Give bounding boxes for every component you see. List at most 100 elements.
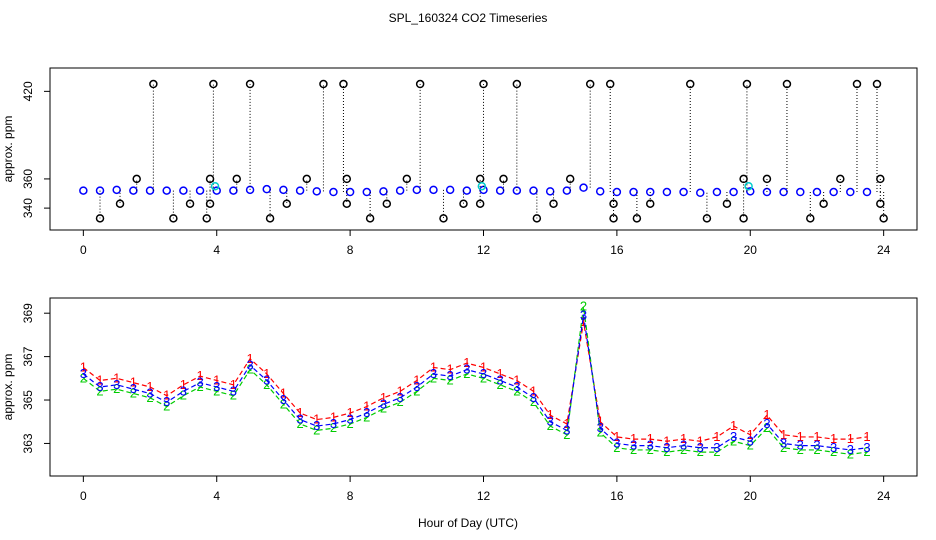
y-axis-label: approx. ppm (1, 116, 15, 183)
point-marker: 3 (447, 368, 454, 383)
point-marker: 3 (597, 420, 604, 435)
point-marker: 3 (680, 438, 687, 453)
point-marker: 3 (130, 381, 137, 396)
point (876, 174, 885, 184)
point (439, 214, 448, 223)
point-marker: 2 (397, 394, 404, 409)
point-marker: 2 (363, 409, 370, 424)
point-marker: 3 (146, 386, 153, 401)
series-line (82, 306, 868, 455)
point (862, 187, 872, 197)
series-line (82, 315, 868, 451)
point (185, 199, 195, 208)
point (579, 183, 588, 192)
point-marker: 2 (463, 366, 470, 381)
point-marker: 3 (830, 440, 837, 455)
point (477, 181, 487, 191)
point-marker: 1 (447, 362, 454, 377)
point-marker: 1 (180, 377, 187, 392)
point-marker: 3 (663, 440, 670, 455)
point (195, 186, 205, 195)
point-marker: 2 (863, 444, 870, 459)
point-marker: 1 (413, 372, 420, 387)
point-marker: 3 (847, 442, 854, 457)
x-tick-label: 20 (744, 243, 758, 257)
point (365, 214, 375, 223)
x-tick-label: 24 (877, 489, 891, 503)
point-marker: 2 (346, 416, 353, 431)
point-marker: 3 (530, 390, 537, 405)
point-marker: 3 (180, 383, 187, 398)
point-marker: 3 (497, 372, 504, 387)
point-marker: 3 (480, 366, 487, 381)
point-marker: 2 (296, 416, 303, 431)
point (512, 79, 522, 89)
x-tick-label: 16 (610, 243, 624, 257)
point-marker: 2 (497, 377, 504, 392)
point-marker: 2 (780, 440, 787, 455)
point-marker: 1 (563, 416, 570, 431)
point-marker: 3 (813, 438, 820, 453)
point-marker: 2 (246, 362, 253, 377)
point (169, 214, 178, 223)
point (549, 199, 558, 208)
point (696, 188, 705, 198)
chart-title: SPL_160324 CO2 Timeseries (389, 11, 548, 25)
point-marker: 3 (780, 435, 787, 450)
point-marker: 3 (313, 418, 320, 433)
point (876, 199, 885, 208)
point (329, 187, 338, 197)
point (149, 79, 158, 89)
point-marker: 1 (213, 372, 220, 387)
point-marker: 2 (330, 420, 337, 435)
point (662, 187, 672, 197)
point-marker: 1 (96, 372, 103, 387)
point (162, 186, 171, 195)
point (429, 185, 438, 195)
point-marker: 3 (397, 390, 404, 405)
point (585, 79, 595, 89)
point-marker: 3 (363, 405, 370, 420)
point-marker: 2 (96, 383, 103, 398)
x-tick-label: 16 (610, 489, 624, 503)
point-marker: 2 (130, 386, 137, 401)
point-marker: 2 (747, 438, 754, 453)
x-axis-label: Hour of Day (UTC) (418, 516, 518, 530)
point-marker: 1 (313, 412, 320, 427)
point-marker: 1 (196, 368, 203, 383)
point (632, 214, 642, 223)
point-marker: 3 (296, 412, 303, 427)
point-marker: 1 (480, 359, 487, 374)
point-marker: 2 (513, 383, 520, 398)
x-tick-label: 8 (347, 243, 354, 257)
point (132, 174, 141, 184)
x-tick-label: 12 (477, 489, 491, 503)
y-tick-label: 369 (21, 303, 35, 323)
point (232, 174, 241, 184)
point-marker: 3 (630, 438, 637, 453)
point (245, 79, 255, 89)
point (475, 199, 485, 208)
point-marker: 3 (513, 379, 520, 394)
point-marker: 2 (196, 379, 203, 394)
point-marker: 3 (580, 307, 587, 322)
point-marker: 1 (530, 383, 537, 398)
point-marker: 3 (96, 379, 103, 394)
point-marker: 2 (763, 420, 770, 435)
point (806, 214, 815, 223)
y-axis-label: approx. ppm (1, 354, 15, 421)
point-marker: 2 (563, 427, 570, 442)
point-marker: 2 (413, 383, 420, 398)
point (499, 174, 508, 184)
point-marker: 1 (797, 429, 804, 444)
point-marker: 2 (313, 422, 320, 437)
point-marker: 1 (163, 388, 170, 403)
point-marker: 1 (697, 433, 704, 448)
point-marker: 1 (813, 429, 820, 444)
point (115, 199, 125, 208)
point-marker: 2 (263, 377, 270, 392)
point-marker: 3 (230, 383, 237, 398)
point-marker: 2 (813, 442, 820, 457)
point-marker: 1 (847, 431, 854, 446)
